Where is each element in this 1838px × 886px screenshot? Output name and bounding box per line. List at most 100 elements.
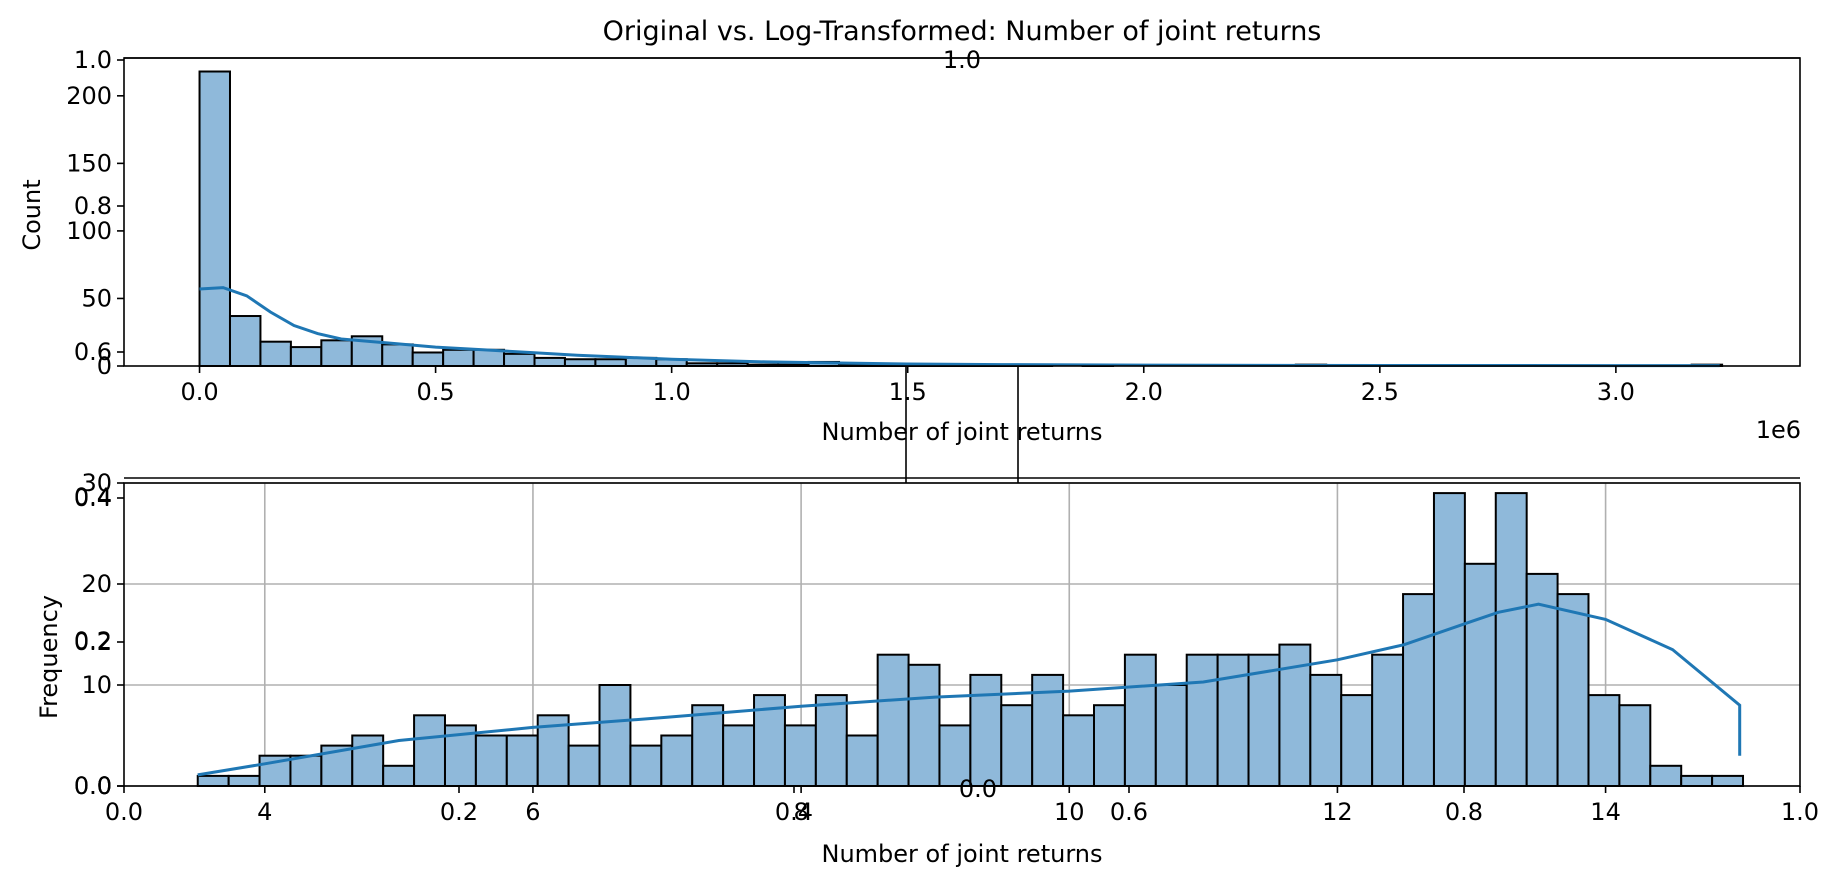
overlay-left-tick-label: 0.2 [74, 628, 112, 656]
overlay-axes: 1.00.00.20.40.60.81.00.0 0.2 0.4 0.6 0.8 1.00… [74, 46, 1819, 826]
top-x-tick-label: 1.5 [889, 378, 927, 406]
figure-title: Original vs. Log-Transformed: Number of … [603, 16, 1322, 47]
bottom-bar [691, 704, 725, 788]
top-x-offset-text: 1e6 [1756, 416, 1801, 444]
bottom-bar [814, 694, 848, 787]
bottom-y-ticks: 0 10 20 30 [81, 469, 124, 800]
bottom-bar [845, 734, 879, 787]
bottom-bar [413, 714, 446, 787]
bottom-bar [783, 724, 817, 788]
top-y-tick-label: 50 [81, 284, 112, 312]
bottom-axes-frame [123, 482, 1801, 787]
top-bar [594, 358, 627, 367]
middle-left-tick-label: 0.0 [74, 772, 112, 800]
middle-left-tick-label: 0.4 [74, 483, 112, 511]
overlay-left-tick-label: 0.4 [74, 484, 112, 512]
top-bar [320, 339, 353, 368]
bottom-bar [1432, 492, 1466, 787]
overlay-left-tick-label: 0.0 [74, 772, 112, 800]
top-x-tick-label: 0.0 [180, 378, 218, 406]
bottom-kde-line [197, 602, 1742, 777]
bottom-x-axis-label: Number of joint returns [822, 840, 1103, 868]
top-y-axis-label: Count [18, 179, 46, 250]
top-bar [259, 340, 292, 367]
top-bar [381, 343, 414, 367]
bottom-bar [1556, 593, 1590, 787]
overlay-left-tick-label: 1.0 [74, 46, 112, 74]
top-x-tick-label: 0.5 [417, 378, 455, 406]
overlay-top-label: 1.0 [943, 46, 981, 74]
bottom-bar [474, 734, 508, 787]
top-bar [228, 315, 262, 368]
bottom-bar [1494, 492, 1528, 787]
top-bar [289, 346, 323, 367]
bottom-bar [196, 774, 230, 788]
bottom-bar [969, 673, 1003, 788]
bottom-bar [598, 684, 632, 787]
bottom-bar [289, 754, 323, 788]
bottom-bar [1402, 593, 1435, 787]
bottom-bar [938, 724, 972, 788]
top-x-tick-label: 3.0 [1597, 378, 1635, 406]
bottom-y-tick-label: 20 [81, 570, 112, 598]
overlay-bottom-tick-label: 0.6 [1110, 798, 1148, 826]
bottom-bar [629, 744, 663, 787]
top-x-tick-label: 1.0 [653, 378, 691, 406]
bottom-bar [1618, 704, 1652, 788]
overlay-left-tick-label: 0.8 [74, 192, 112, 220]
bottom-bar [1154, 684, 1188, 787]
top-y-tick-label: 100 [66, 217, 112, 245]
bottom-bar [1185, 653, 1219, 788]
bottom-bar [227, 774, 261, 788]
bottom-x-tick-label: 4 [257, 798, 272, 826]
middle-left-tick-label: 0.2 [74, 627, 112, 655]
bottom-bar [907, 663, 941, 787]
bottom-y-tick-label: 0 [97, 772, 112, 800]
bottom-bar [1093, 704, 1126, 788]
bottom-bar [1340, 694, 1374, 787]
bottom-bar [505, 734, 539, 787]
bottom-bar [1371, 653, 1405, 788]
bottom-bar [660, 734, 694, 787]
bottom-y-tick-label: 10 [81, 671, 112, 699]
bottom-bar [1309, 673, 1343, 788]
bottom-x-tick-label: 10 [1054, 798, 1085, 826]
bottom-bar [1000, 704, 1034, 788]
top-y-tick-label: 0 [97, 352, 112, 380]
bottom-bar [876, 653, 910, 788]
bottom-x-ticks: 4 6 8 10 12 14 [257, 786, 1621, 826]
top-bar [442, 348, 475, 367]
top-bar [411, 351, 445, 368]
top-bar [533, 356, 566, 368]
top-y-ticks: 0 50 100 150 200 [66, 82, 124, 380]
bottom-bar [1587, 694, 1621, 787]
top-x-tick-label: 2.5 [1361, 378, 1399, 406]
bottom-y-tick-label: 30 [81, 469, 112, 497]
bottom-x-tick-label: 8 [793, 798, 808, 826]
top-bar [503, 352, 536, 367]
overlay-bottom-tick-label: 0.0 [105, 798, 143, 826]
bottom-histogram-axes: 4 6 8 10 12 14 0 10 20 30 Number of joint return… [35, 469, 1801, 868]
bottom-bar [1062, 714, 1096, 787]
top-x-ticks: 0.0 0.5 1.0 1.5 2.0 2.5 3.0 [180, 366, 1635, 406]
bottom-bar [1711, 774, 1745, 788]
overlay-bottom-tick-label: 1.0 [1781, 798, 1819, 826]
top-bar [198, 70, 231, 368]
overlay-left-tick-label: 0.6 [74, 338, 112, 366]
overlay-bottom-tick-label: 0.8 [1445, 798, 1483, 826]
overlay-bottom-tick-label: 0.4 [775, 798, 813, 826]
bottom-bar [382, 764, 416, 787]
bottom-x-tick-label: 12 [1322, 798, 1353, 826]
top-kde-line [199, 286, 1720, 368]
top-bar [563, 358, 597, 367]
top-y-tick-label: 150 [66, 149, 112, 177]
top-x-axis-label: Number of joint returns [822, 418, 1103, 446]
top-x-tick-label: 2.0 [1125, 378, 1163, 406]
bottom-x-tick-label: 6 [525, 798, 540, 826]
bottom-bar [567, 744, 601, 787]
bottom-x-tick-label: 14 [1590, 798, 1621, 826]
bottom-bar [1123, 653, 1157, 788]
top-y-tick-label: 200 [66, 82, 112, 110]
bottom-y-axis-label: Frequency [35, 595, 63, 719]
